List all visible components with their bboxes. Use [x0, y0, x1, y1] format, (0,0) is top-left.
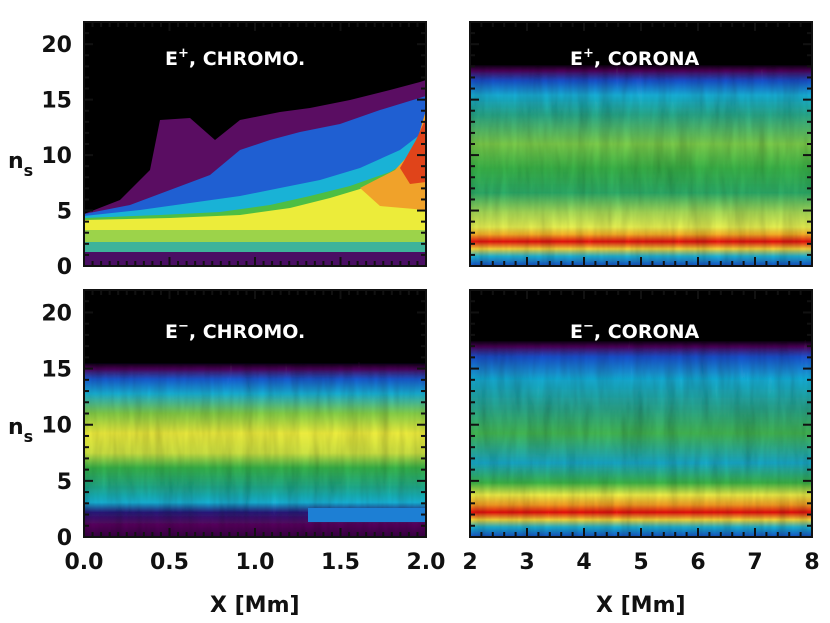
- x-tick-label: 5: [633, 550, 648, 575]
- panel-bottom-left-field: [84, 290, 426, 537]
- x-tick-label: 2.0: [407, 550, 446, 575]
- title-bottom-right: E−, CORONA: [570, 319, 700, 343]
- xlabel-left: X [Mm]: [210, 593, 300, 618]
- bottom-left-step-band: [308, 508, 426, 522]
- x-tick-label: 3: [519, 550, 534, 575]
- x-tick-label: 1.0: [236, 550, 275, 575]
- xlabel-right: X [Mm]: [596, 593, 686, 618]
- ylabel-top: ns: [8, 149, 33, 180]
- y-tick-label: 20: [41, 301, 72, 326]
- panel-bottom-right: [470, 290, 812, 537]
- tick-marks: [83, 21, 813, 538]
- y-tick-label: 5: [57, 200, 72, 225]
- title-bottom-left: E−, CHROMO.: [165, 319, 305, 343]
- top-left-red-region: [400, 118, 426, 184]
- y-tick-label: 15: [41, 358, 72, 383]
- x-tick-label: 8: [804, 550, 819, 575]
- panel-bottom-right-field: [470, 290, 812, 537]
- title-top-left: E+, CHROMO.: [165, 46, 305, 70]
- y-tick-label: 20: [41, 33, 72, 58]
- y-tick-label: 15: [41, 89, 72, 114]
- x-tick-label: 1.5: [321, 550, 360, 575]
- tick-labels: 0 5 10 15 20 0 5 10 15 20 0.0 0.5 1.0 1.5 2.0 2 3 4 5 6 7 8: [41, 33, 819, 575]
- y-tick-label: 0: [57, 255, 72, 280]
- x-tick-label: 4: [576, 550, 591, 575]
- panel-top-right-field: [470, 22, 812, 266]
- top-left-orange-region: [360, 110, 426, 210]
- x-tick-label: 2: [462, 550, 477, 575]
- x-tick-label: 0.5: [150, 550, 189, 575]
- x-tick-label: 7: [747, 550, 762, 575]
- ylabel-bottom: ns: [8, 415, 33, 446]
- panel-top-right: [470, 22, 812, 266]
- top-left-green-band: [84, 230, 426, 242]
- y-tick-label: 5: [57, 470, 72, 495]
- x-tick-label: 6: [690, 550, 705, 575]
- panel-bottom-left: [84, 290, 426, 537]
- title-top-right: E+, CORONA: [570, 46, 700, 70]
- x-tick-label: 0.0: [65, 550, 104, 575]
- y-tick-label: 0: [57, 526, 72, 551]
- y-tick-label: 10: [41, 414, 72, 439]
- y-tick-label: 10: [41, 144, 72, 169]
- top-left-cyan-band: [84, 242, 426, 252]
